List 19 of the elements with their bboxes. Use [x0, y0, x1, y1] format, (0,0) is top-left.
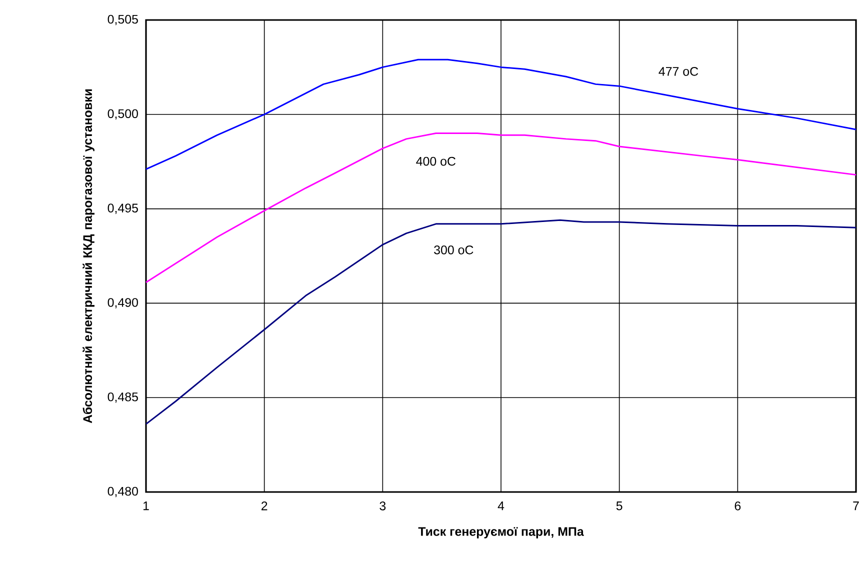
y-axis-title: Абсолютний електричний ККД парогазової установки [82, 89, 94, 424]
series-label: 400 oC [416, 156, 456, 166]
y-tick-label: 0,495 [108, 204, 138, 214]
line-series [145, 58, 857, 170]
x-tick-label: 3 [380, 502, 386, 510]
x-tick-label: 2 [261, 502, 268, 510]
y-tick-label: 0,480 [108, 486, 138, 498]
y-tick-label: 0,500 [108, 109, 138, 120]
x-tick-label: 1 [143, 502, 149, 510]
x-tick-label: 6 [734, 502, 741, 510]
y-tick-label: 0,505 [108, 14, 138, 26]
series-label: 300 oC [434, 246, 474, 254]
y-tick-label: 0,490 [108, 298, 138, 308]
series-label: 477 oC [658, 67, 698, 76]
y-tick-label: 0,485 [108, 392, 138, 403]
x-axis-title: Тиск генеруємої пари, МПа [418, 527, 584, 538]
x-tick-label: 5 [616, 502, 622, 510]
x-tick-label: 4 [498, 502, 504, 510]
x-tick-label: 7 [853, 502, 859, 510]
